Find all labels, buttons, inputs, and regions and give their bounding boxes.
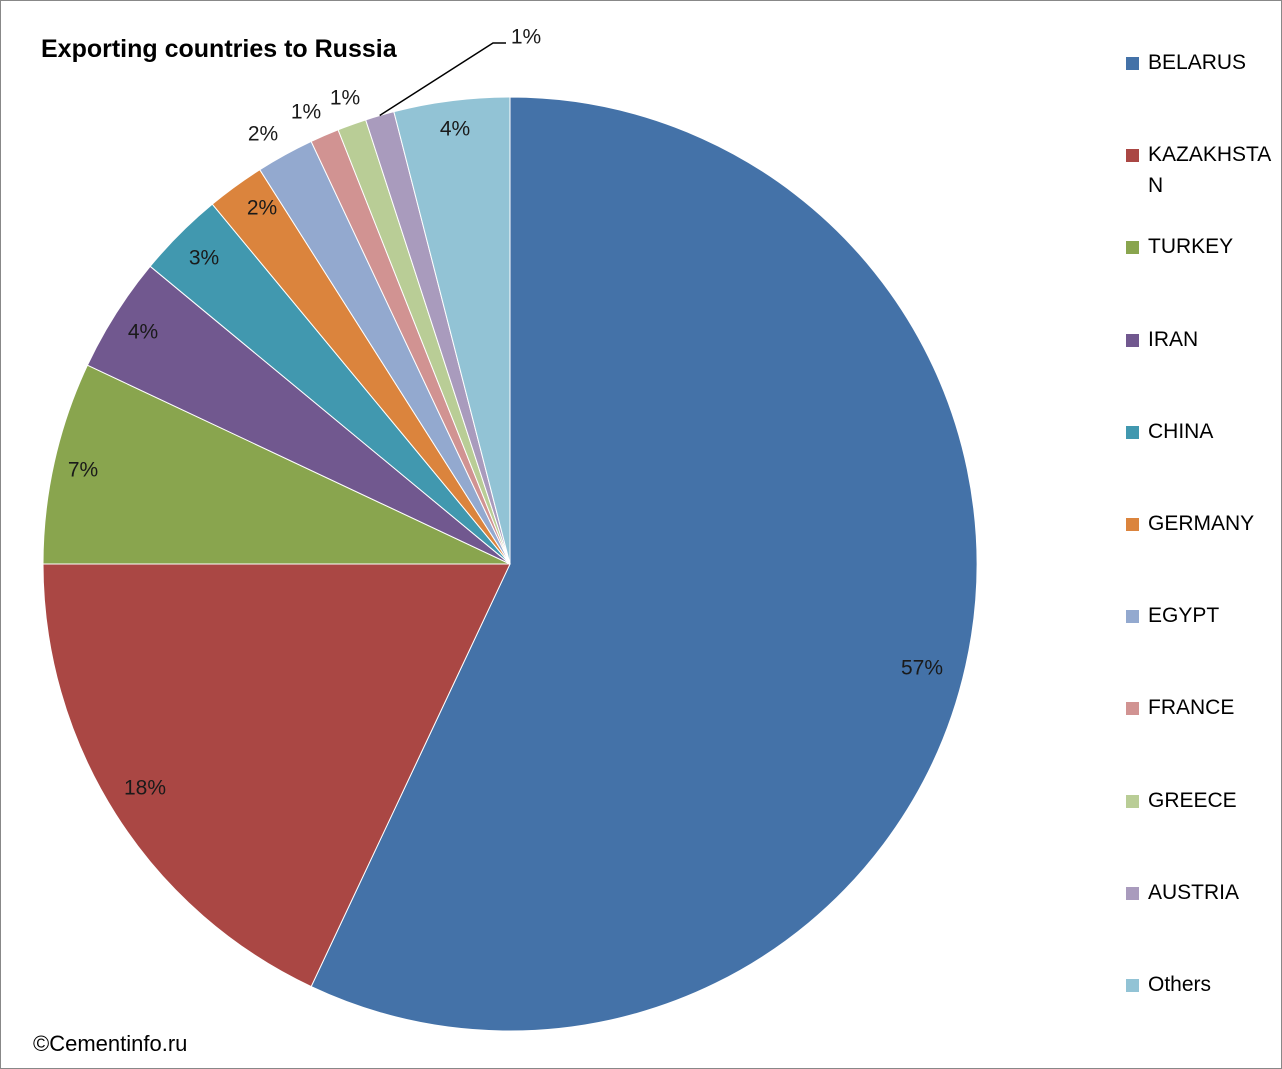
legend-swatch	[1126, 794, 1139, 808]
data-label-china: 3%	[189, 247, 219, 270]
data-label-austria: 1%	[511, 26, 541, 49]
data-label-germany: 2%	[247, 197, 277, 220]
data-label-egypt: 2%	[248, 123, 278, 146]
data-label-turkey: 7%	[68, 459, 98, 482]
data-label-belarus: 57%	[901, 657, 943, 680]
legend-swatch	[1126, 518, 1139, 531]
data-label-others: 4%	[440, 118, 470, 141]
legend-swatch	[1126, 886, 1139, 900]
legend-swatch	[1126, 57, 1139, 70]
legend-label: EGYPT	[1148, 604, 1220, 628]
legend-label: TURKEY	[1148, 235, 1234, 259]
legend-label: FRANCE	[1148, 696, 1235, 720]
legend-swatch	[1126, 333, 1139, 347]
pie-slice-others	[393, 96, 511, 565]
legend-label: KAZAKHSTAN	[1148, 143, 1272, 198]
legend-swatch	[1126, 979, 1139, 992]
legend-label: GERMANY	[1148, 512, 1255, 535]
legend-swatch	[1126, 149, 1139, 163]
legend-label: AUSTRIA	[1148, 880, 1240, 904]
copyright-text: ©Cementinfo.ru	[33, 1031, 188, 1056]
legend-swatch	[1126, 425, 1139, 439]
data-label-iran: 4%	[128, 321, 158, 344]
pie-slice-turkey	[42, 364, 511, 565]
leader-line-austria	[379, 42, 506, 117]
legend-label: GREECE	[1148, 788, 1237, 812]
legend-swatch	[1126, 702, 1139, 716]
legend-swatch	[1126, 241, 1139, 255]
data-label-greece: 1%	[330, 87, 360, 110]
data-label-kazakhstan: 18%	[124, 777, 166, 800]
pie-slice-belarus	[310, 96, 978, 1032]
data-label-france: 1%	[291, 101, 321, 124]
legend-label: IRAN	[1148, 327, 1199, 351]
pie-slice-kazakhstan	[42, 563, 511, 988]
legend-label: Others	[1148, 973, 1212, 996]
chart-title: Exporting countries to Russia	[41, 35, 397, 63]
legend-swatch	[1126, 610, 1139, 624]
legend-label: CHINA	[1148, 419, 1214, 443]
legend-label: BELARUS	[1148, 51, 1247, 74]
